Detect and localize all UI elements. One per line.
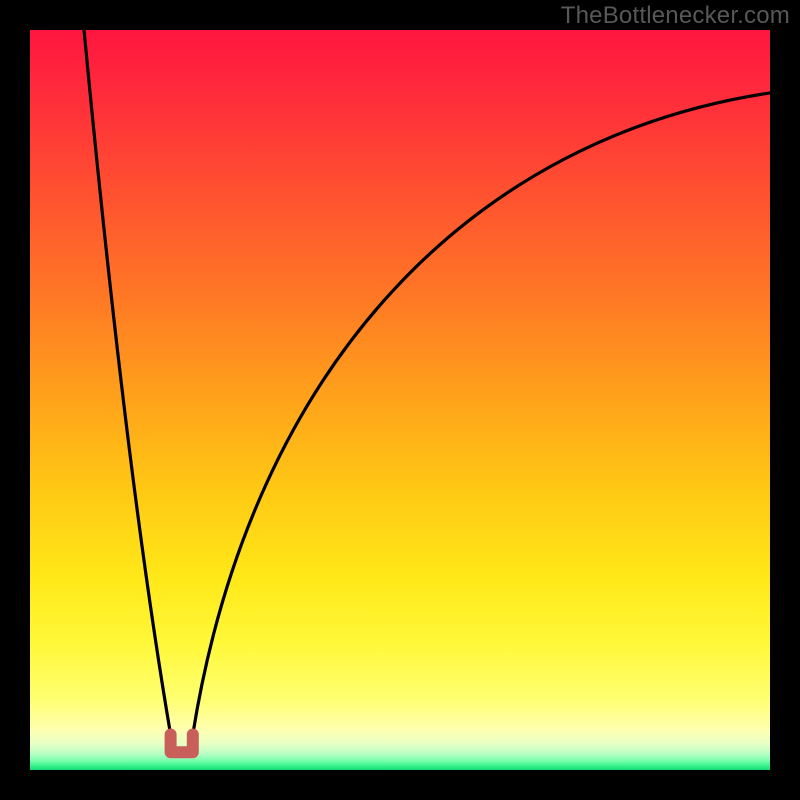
chart-stage: TheBottlenecker.com xyxy=(0,0,800,800)
gradient-area xyxy=(30,30,770,770)
bottleneck-chart xyxy=(0,0,800,800)
watermark-text: TheBottlenecker.com xyxy=(561,2,790,30)
